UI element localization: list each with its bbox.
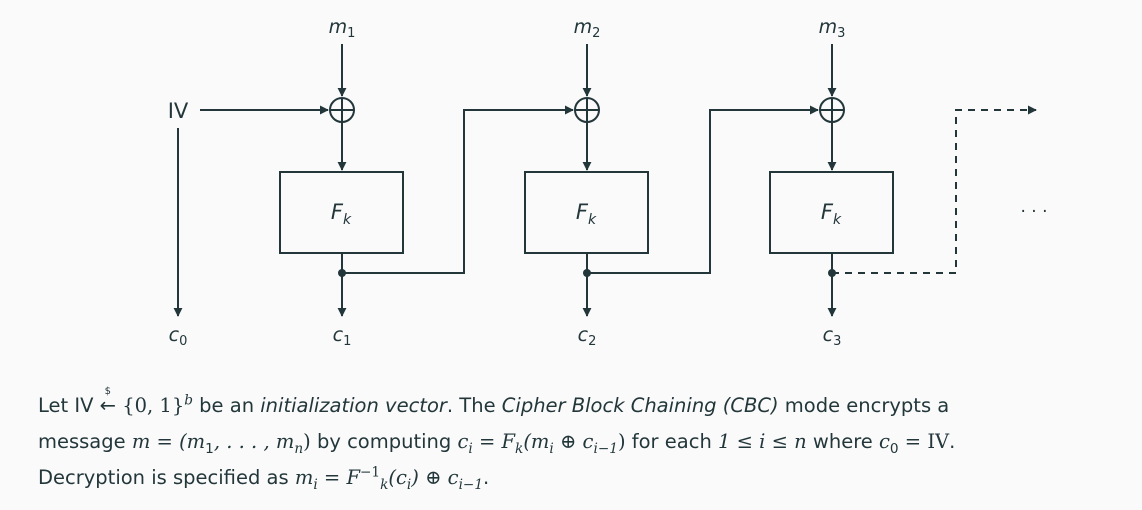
math-m: m: [294, 466, 314, 489]
math-sub: 1: [205, 440, 214, 457]
caption-text: mode encrypts a: [778, 394, 950, 417]
math-sub: k: [515, 440, 524, 457]
caption-text: for each: [625, 430, 718, 453]
caption-line-2: message m = (m1, . . . , mn) by computin…: [38, 424, 1118, 460]
chain-arrow-1: [342, 105, 574, 274]
math-c: (c: [388, 466, 407, 489]
xor-symbol-3: [819, 97, 845, 123]
math-sub: 0: [889, 440, 899, 457]
math-m: , . . . , m: [213, 430, 295, 453]
math-sub: i: [406, 476, 412, 493]
junction-dot-3: [828, 269, 836, 277]
math-sub: n: [294, 440, 304, 457]
math-sub: i: [549, 440, 554, 457]
caption-text: by computing: [310, 430, 458, 453]
output-label-c3: c3: [823, 324, 842, 349]
bit-set: {0, 1}: [122, 394, 185, 417]
caption-line-3: Decryption is specified as mi = F−1k(ci)…: [38, 460, 1118, 496]
math-xor: ⊕ c: [553, 430, 594, 453]
math-iv: = IV: [898, 430, 950, 453]
math-sub: i: [468, 440, 473, 457]
caption-text: .: [949, 430, 956, 453]
dollar-sign: $: [104, 386, 112, 397]
math-f: = F: [317, 466, 360, 489]
caption: Let IV $ ← {0, 1}b be an initialization v…: [38, 386, 1118, 496]
input-label-m3: m3: [819, 16, 846, 41]
junction-dot-1: [338, 269, 346, 277]
caption-text: Let: [38, 394, 75, 417]
block-label-2: Fk: [576, 200, 597, 228]
caption-line-1: Let IV $ ← {0, 1}b be an initialization v…: [38, 386, 1118, 424]
math-paren: ): [617, 430, 626, 453]
junction-dot-2: [583, 269, 591, 277]
math-sup: −1: [360, 464, 381, 481]
caption-text: message: [38, 430, 132, 453]
caption-text: . The: [446, 394, 502, 417]
math-xor: ) ⊕ c: [411, 466, 459, 489]
math-m: m = (m: [131, 430, 206, 453]
cbc-diagram: m1 m2 m3 IV Fk Fk Fk · · · c0 c1 c2 c3: [168, 16, 1048, 349]
math-sub: i−1: [458, 476, 484, 493]
math-c: c: [457, 430, 469, 453]
output-label-c2: c2: [578, 324, 597, 349]
math-sub: k: [380, 476, 389, 493]
chain-arrow-3-dashed: [832, 105, 1037, 274]
math-sub: i: [313, 476, 318, 493]
block-label-1: Fk: [331, 200, 352, 228]
continuation-dots: · · ·: [1020, 202, 1047, 222]
math-c: c: [878, 430, 890, 453]
caption-text: where: [806, 430, 879, 453]
caption-text: Decryption is specified as: [38, 466, 295, 489]
caption-iv: IV: [74, 394, 94, 417]
xor-symbol-2: [574, 97, 600, 123]
chain-arrow-2: [587, 105, 819, 274]
input-label-m1: m1: [329, 16, 356, 41]
block-size-exponent: b: [184, 392, 193, 409]
random-sample-arrow: $ ←: [100, 386, 116, 424]
block-label-3: Fk: [821, 200, 842, 228]
math-range: 1 ≤ i ≤ n: [718, 430, 807, 453]
input-label-m2: m2: [574, 16, 601, 41]
math-sub: i−1: [593, 440, 618, 457]
term-cbc: Cipher Block Chaining (CBC): [501, 394, 779, 417]
term-initialization-vector: initialization vector: [260, 394, 447, 417]
math-m: (m: [523, 430, 550, 453]
xor-symbol-1: [329, 97, 355, 123]
math-f: = F: [472, 430, 516, 453]
output-label-c0: c0: [169, 324, 188, 349]
caption-text: .: [483, 466, 490, 489]
iv-label: IV: [168, 99, 189, 123]
output-label-c1: c1: [333, 324, 352, 349]
math-paren: ): [303, 430, 311, 453]
caption-text: be an: [192, 394, 261, 417]
